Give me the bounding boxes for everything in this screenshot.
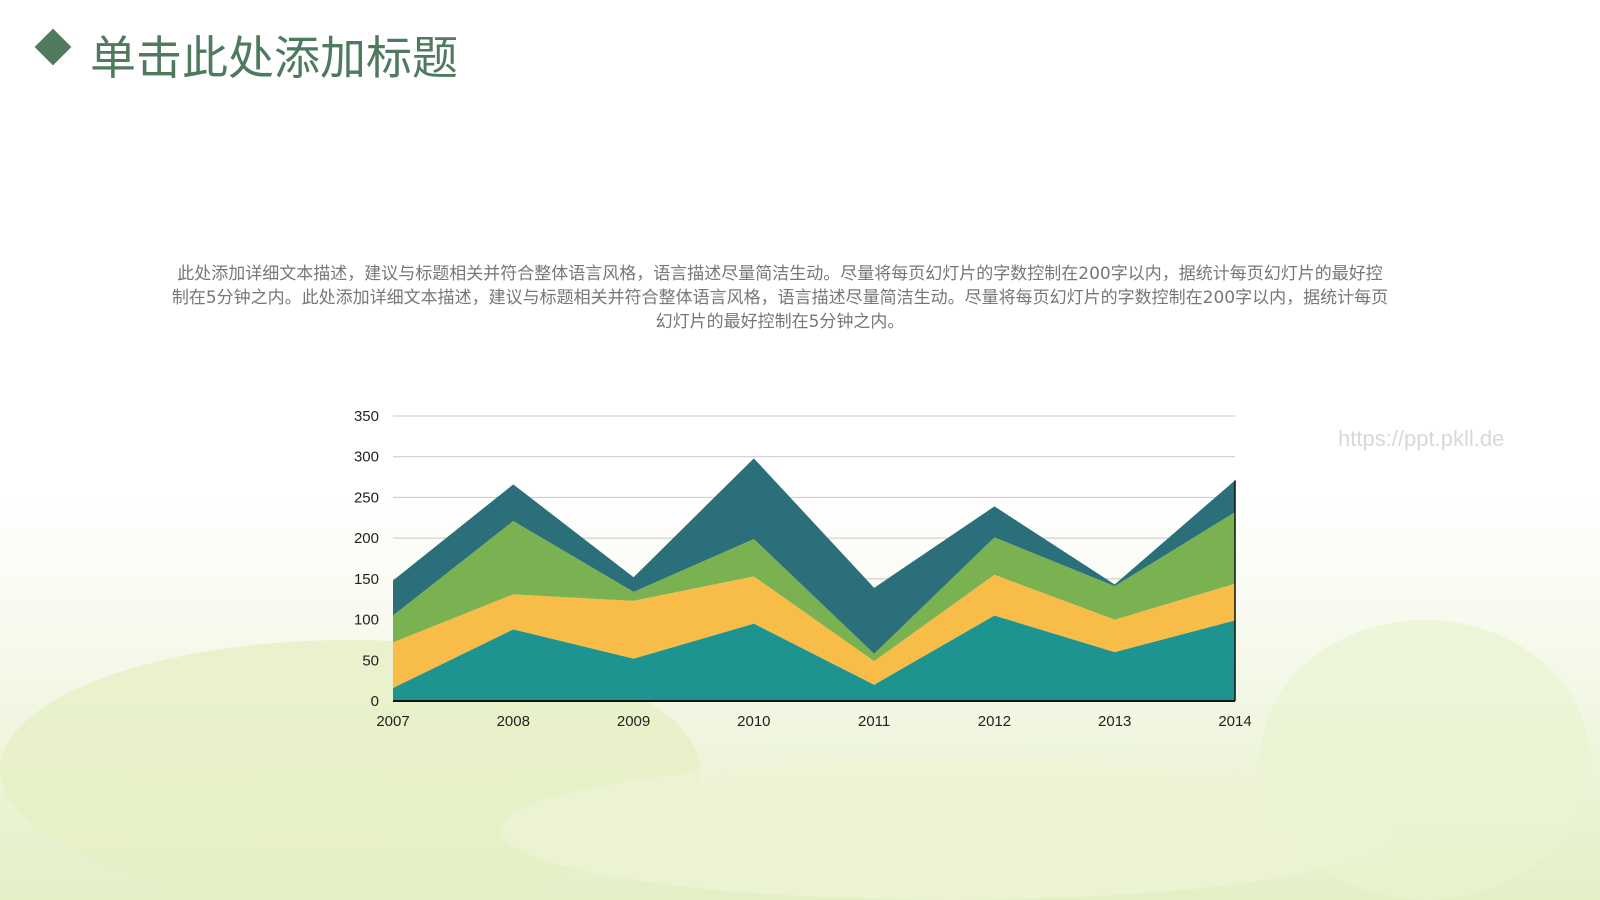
y-tick-label: 50 [362,652,379,669]
x-tick-label: 2014 [1218,713,1251,730]
y-tick-label: 0 [371,693,379,710]
y-tick-label: 150 [354,571,379,588]
x-tick-label: 2008 [497,713,530,730]
y-tick-label: 250 [354,489,379,506]
background-hill [1260,620,1590,900]
background-hill [500,760,1400,900]
y-tick-label: 200 [354,530,379,547]
description-text[interactable]: 此处添加详细文本描述，建议与标题相关并符合整体语言风格，语言描述尽量简洁生动。尽… [171,264,1389,332]
watermark: https://ppt.pkll.de [1338,426,1505,451]
area-series-2 [393,574,1235,688]
x-tick-label: 2012 [978,713,1011,730]
x-tick-label: 2013 [1098,713,1131,730]
page-title[interactable]: 单击此处添加标题 [90,31,458,85]
y-tick-label: 100 [354,612,379,629]
x-tick-label: 2007 [376,713,409,730]
x-tick-label: 2010 [737,713,770,730]
y-tick-label: 350 [354,408,379,425]
area-series-4 [393,458,1235,654]
x-tick-label: 2009 [617,713,650,730]
x-tick-label: 2011 [858,713,890,730]
area-series-3 [393,512,1235,662]
y-tick-label: 300 [354,449,379,466]
area-series-1 [393,615,1235,701]
